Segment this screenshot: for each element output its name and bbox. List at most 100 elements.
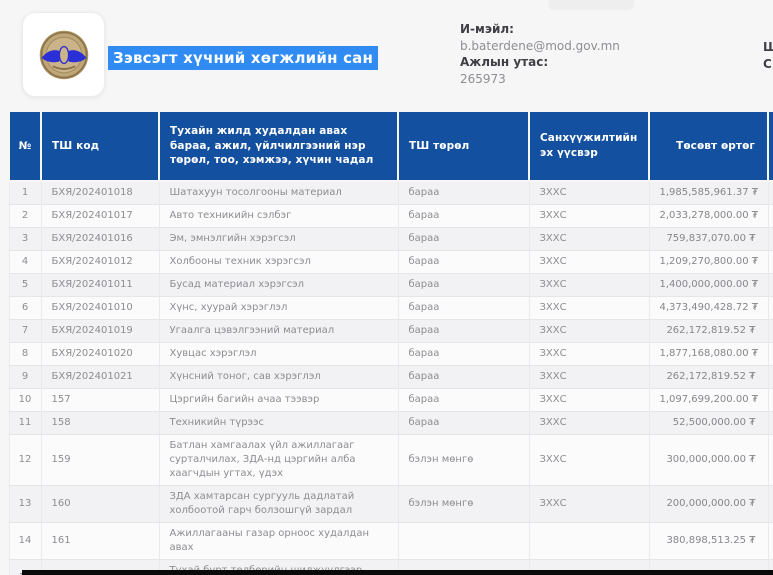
cell-name: Хувцас хэрэглэл: [159, 342, 399, 367]
table-row: 4 БХЯ/202401012 Холбооны техник хэрэгсэл…: [8, 250, 773, 275]
cell-name: Цэргийн багийн ачаа тээвэр: [159, 388, 399, 413]
cell-no: 11: [8, 411, 42, 436]
cell-type: бараа: [398, 181, 530, 206]
cell-budget: 4,373,490,428.72 ₮: [649, 296, 769, 321]
cell-source: ЗХХС: [529, 319, 650, 344]
cell-budget: 200,000,000.00 ₮: [649, 485, 769, 524]
table-row: 9 БХЯ/202401021 Хүнсний тоног, сав хэрэг…: [8, 365, 773, 390]
contact-block: И-мэйл: b.baterdene@mod.gov.mn Ажлын ута…: [460, 21, 620, 87]
cell-source: ЗХХС: [529, 434, 650, 487]
cell-code: 158: [41, 411, 160, 436]
procurement-table: № ТШ код Тухайн жилд худалдан авах бараа…: [8, 110, 773, 575]
bottom-window-edge: [22, 570, 773, 575]
cell-extra-clipped: [768, 559, 773, 575]
cell-code: БХЯ/202401017: [41, 204, 160, 229]
email-label: И-мэйл:: [460, 22, 514, 36]
email-value: b.baterdene@mod.gov.mn: [460, 38, 620, 53]
cell-budget: 380,898,513.25 ₮: [649, 522, 769, 561]
cell-source: ЗХХС: [529, 296, 650, 321]
cell-extra-clipped: [768, 485, 773, 524]
table-row: 8 БХЯ/202401020 Хувцас хэрэглэл бараа ЗХ…: [8, 342, 773, 367]
cell-code: БХЯ/202401011: [41, 273, 160, 298]
cell-code: БХЯ/202401016: [41, 227, 160, 252]
cell-extra-clipped: [768, 250, 773, 275]
cell-name: Бусад материал хэрэгсэл: [159, 273, 399, 298]
cell-extra-clipped: [768, 296, 773, 321]
cell-no: 6: [8, 296, 42, 321]
cell-type: бараа: [398, 365, 530, 390]
scrollbar-remnant: [548, 0, 634, 10]
cell-type: бараа: [398, 296, 530, 321]
cell-type: [398, 522, 530, 561]
col-header-extra-clipped: [767, 110, 773, 183]
table-row: 14 161 Ажиллагааны газар орноос худалдан…: [8, 522, 773, 561]
cell-type: бараа: [398, 204, 530, 229]
cell-no: 12: [8, 434, 42, 487]
cell-name: Угаалга цэвэлгээний материал: [159, 319, 399, 344]
cell-code: БХЯ/202401012: [41, 250, 160, 275]
cell-extra-clipped: [768, 388, 773, 413]
cell-extra-clipped: [768, 365, 773, 390]
cell-no: 5: [8, 273, 42, 298]
cell-name: Шатахуун тосолгооны материал: [159, 181, 399, 206]
table-body: 1 БХЯ/202401018 Шатахуун тосолгооны мате…: [8, 181, 773, 575]
cell-source: ЗХХС: [529, 388, 650, 413]
cell-no: 7: [8, 319, 42, 344]
cell-source: ЗХХС: [529, 204, 650, 229]
cell-type: бэлэн мөнгө: [398, 434, 530, 487]
cell-extra-clipped: [768, 522, 773, 561]
col-header-code: ТШ код: [40, 110, 160, 183]
table-row: 5 БХЯ/202401011 Бусад материал хэрэгсэл …: [8, 273, 773, 298]
cell-extra-clipped: [768, 411, 773, 436]
cell-no: 8: [8, 342, 42, 367]
cell-no: 3: [8, 227, 42, 252]
cell-code: БХЯ/202401021: [41, 365, 160, 390]
cell-budget: 300,000,000.00 ₮: [649, 434, 769, 487]
cell-source: ЗХХС: [529, 273, 650, 298]
col-header-type: ТШ төрөл: [397, 110, 530, 183]
cell-extra-clipped: [768, 204, 773, 229]
cell-budget: 1,400,000,000.00 ₮: [649, 273, 769, 298]
cell-code: БХЯ/202401018: [41, 181, 160, 206]
cell-name: Ажиллагааны газар орноос худалдан авах: [159, 522, 399, 561]
cell-no: 14: [8, 522, 42, 561]
table-row: 7 БХЯ/202401019 Угаалга цэвэлгээний мате…: [8, 319, 773, 344]
cell-code: 157: [41, 388, 160, 413]
col-header-no: №: [8, 110, 42, 183]
cell-type: бараа: [398, 388, 530, 413]
cell-extra-clipped: [768, 181, 773, 206]
cell-code: 160: [41, 485, 160, 524]
cell-type: бараа: [398, 273, 530, 298]
cutoff-label-2: С: [763, 57, 772, 71]
cell-type: бэлэн мөнгө: [398, 485, 530, 524]
cell-code: 161: [41, 522, 160, 561]
cell-source: ЗХХС: [529, 485, 650, 524]
table-row: 10 157 Цэргийн багийн ачаа тээвэр бараа …: [8, 388, 773, 413]
cell-no: 9: [8, 365, 42, 390]
page-title[interactable]: Зэвсэгт хүчний хөгжлийн сан: [108, 46, 379, 70]
cell-no: 4: [8, 250, 42, 275]
cell-type: бараа: [398, 411, 530, 436]
cell-extra-clipped: [768, 434, 773, 487]
table-row: 1 БХЯ/202401018 Шатахуун тосолгооны мате…: [8, 181, 773, 206]
cell-budget: 1,877,168,080.00 ₮: [649, 342, 769, 367]
cell-type: бараа: [398, 250, 530, 275]
cell-budget: 262,172,819.52 ₮: [649, 365, 769, 390]
cell-code: БХЯ/202401019: [41, 319, 160, 344]
cell-no: 13: [8, 485, 42, 524]
col-header-budget: Төсөвт өртөг: [648, 110, 769, 183]
cell-budget: 262,172,819.52 ₮: [649, 319, 769, 344]
ministry-emblem-icon: [39, 30, 88, 79]
cell-no: 1: [8, 181, 42, 206]
cell-extra-clipped: [768, 227, 773, 252]
cell-no: 2: [8, 204, 42, 229]
cell-name: Техникийн түрээс: [159, 411, 399, 436]
cell-source: ЗХХС: [529, 365, 650, 390]
phone-value: 265973: [460, 71, 506, 86]
cell-name: Батлан хамгаалах үйл ажиллагааг сурталчи…: [159, 434, 399, 487]
table-row: 12 159 Батлан хамгаалах үйл ажиллагааг с…: [8, 434, 773, 487]
cell-code: БХЯ/202401020: [41, 342, 160, 367]
cell-source: ЗХХС: [529, 411, 650, 436]
cutoff-label-1: Ш: [763, 40, 773, 54]
